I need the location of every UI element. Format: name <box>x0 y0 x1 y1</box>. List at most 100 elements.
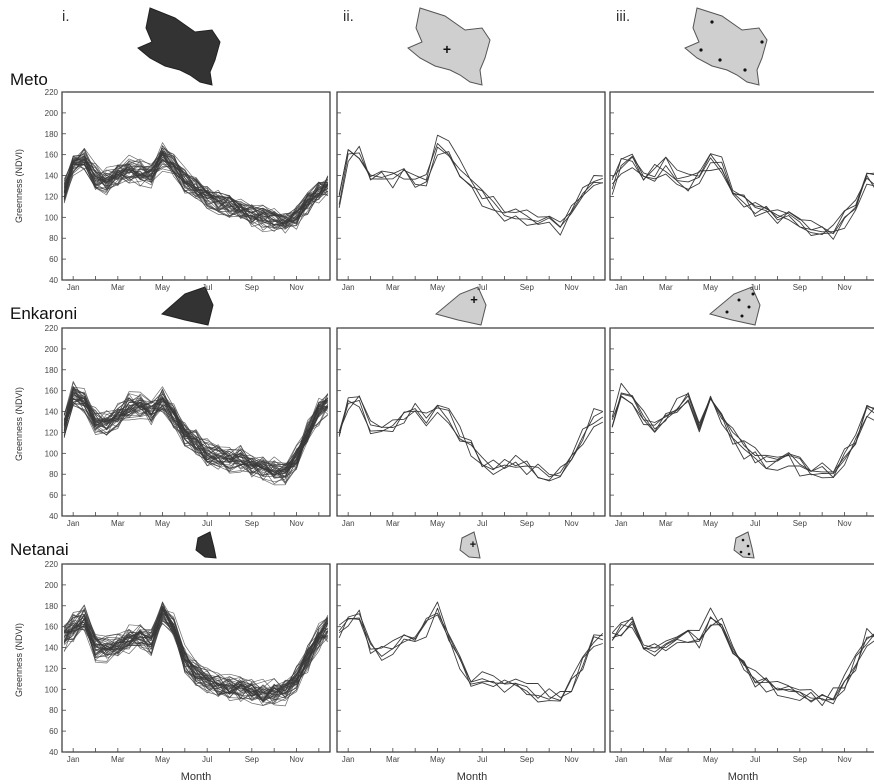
series-line-meto-i-17 <box>63 151 329 222</box>
series-line-netanai-i-40 <box>63 613 329 702</box>
site-label-netanai: Netanai <box>10 540 69 559</box>
sample-point <box>699 48 703 52</box>
panel-frame <box>336 563 606 753</box>
x-tick-label: May <box>155 519 170 528</box>
x-tick-label: Mar <box>659 283 673 292</box>
x-axis-title-i: Month <box>181 771 212 783</box>
site-label-enkaroni: Enkaroni <box>10 304 77 323</box>
x-tick-label: Sep <box>245 755 260 764</box>
x-axis-title-iii: Month <box>728 771 759 783</box>
enkaroni-shape-ii: + <box>434 286 487 326</box>
sample-point <box>760 40 764 44</box>
enkaroni-shape-iii <box>708 286 761 326</box>
x-tick-label: Jul <box>477 519 487 528</box>
y-tick-label: 80 <box>49 706 58 715</box>
panel-netanai-ii: Jan Mar May Jul Sep Nov <box>336 563 606 764</box>
x-tick-label: Jan <box>342 755 355 764</box>
series-line-netanai-i-36 <box>63 607 329 697</box>
panel-meto-iii: Jan Mar May Jul Sep Nov <box>609 91 874 292</box>
series-line-enkaroni-i-9 <box>63 397 328 478</box>
series-line-meto-i-31 <box>63 150 329 228</box>
series-line-meto-ii-1 <box>338 145 603 236</box>
series-line-enkaroni-i-2 <box>63 385 328 471</box>
y-tick-label: 140 <box>45 172 59 181</box>
netanai-shape-iii <box>733 531 755 559</box>
x-tick-label: Nov <box>289 519 303 528</box>
y-tick-label: 180 <box>45 366 59 375</box>
site-label-meto: Meto <box>10 70 48 89</box>
panel-meto-ii: Jan Mar May Jul Sep Nov <box>336 91 606 292</box>
netanai-sample-marker: + <box>470 539 476 551</box>
y-axis-title-netanai: Greenness (NDVI) <box>14 623 24 697</box>
series-line-enkaroni-i-40 <box>63 387 328 475</box>
x-axis-title-ii: Month <box>457 771 488 783</box>
x-tick-label: Mar <box>386 755 400 764</box>
series-line-meto-i-36 <box>63 147 329 225</box>
x-tick-label: Jan <box>342 283 355 292</box>
x-tick-label: Jan <box>67 519 80 528</box>
series-line-enkaroni-iii-5 <box>611 395 874 479</box>
x-tick-label: May <box>155 283 170 292</box>
column-label-iii: iii. <box>616 8 630 25</box>
x-tick-label: May <box>430 755 445 764</box>
x-tick-label: Nov <box>564 755 578 764</box>
x-tick-label: Jan <box>615 519 628 528</box>
y-tick-label: 220 <box>45 560 59 569</box>
x-tick-label: May <box>703 283 718 292</box>
x-tick-label: Jan <box>67 283 80 292</box>
x-tick-label: Mar <box>111 755 125 764</box>
series-group <box>611 607 874 707</box>
series-line-enkaroni-i-30 <box>63 388 329 484</box>
panel-frame <box>336 327 606 517</box>
series-line-meto-i-37 <box>63 147 329 218</box>
x-tick-label: May <box>430 519 445 528</box>
series-line-enkaroni-ii-2 <box>338 400 604 478</box>
x-tick-label: Mar <box>111 519 125 528</box>
sample-point <box>747 305 751 309</box>
panel-frame <box>61 563 331 753</box>
sample-point <box>743 68 747 72</box>
x-tick-label: Jul <box>750 283 760 292</box>
sample-point <box>751 292 755 296</box>
x-tick-label: Nov <box>837 283 851 292</box>
series-line-enkaroni-i-29 <box>63 390 329 485</box>
x-tick-label: Sep <box>793 519 808 528</box>
netanai-shape-ii: + <box>459 531 481 559</box>
x-tick-label: Mar <box>111 283 125 292</box>
y-tick-label: 140 <box>45 644 59 653</box>
series-line-enkaroni-i-36 <box>63 398 328 476</box>
x-tick-label: May <box>703 755 718 764</box>
panel-meto-i: 40 60 80 100 120 140 160 180 200 220 Jan Mar May Jul S… <box>45 88 331 292</box>
series-line-netanai-iii-2 <box>611 607 874 702</box>
x-tick-label: Jul <box>477 283 487 292</box>
series-line-meto-ii-2 <box>338 134 603 228</box>
series-line-enkaroni-iii-1 <box>611 393 874 478</box>
series-line-meto-i-27 <box>63 145 329 216</box>
x-tick-label: Sep <box>793 755 808 764</box>
sample-point <box>710 20 714 24</box>
sample-point <box>747 552 751 556</box>
series-line-meto-i-40 <box>63 158 328 232</box>
series-group <box>63 380 329 486</box>
series-line-netanai-i-39 <box>63 602 328 695</box>
series-group <box>611 382 874 479</box>
chart-panels: 40 60 80 100 120 140 160 180 200 220 Jan Mar May Jul S… <box>45 88 874 764</box>
series-group <box>338 601 604 703</box>
y-axis-title-meto: Greenness (NDVI) <box>14 149 24 223</box>
sample-point <box>739 550 743 554</box>
y-tick-label: 60 <box>49 255 58 264</box>
x-tick-label: Nov <box>564 519 578 528</box>
series-line-meto-i-23 <box>63 158 329 221</box>
x-tick-label: Mar <box>386 519 400 528</box>
y-tick-label: 40 <box>49 748 58 757</box>
x-tick-label: Jul <box>202 519 212 528</box>
series-line-netanai-ii-4 <box>338 614 603 699</box>
x-tick-label: Sep <box>520 755 535 764</box>
series-line-enkaroni-i-20 <box>63 398 328 470</box>
series-line-netanai-i-32 <box>63 623 329 706</box>
series-line-meto-iii-4 <box>611 153 874 235</box>
series-line-meto-iii-5 <box>611 165 874 233</box>
series-line-enkaroni-i-25 <box>63 397 329 483</box>
series-line-netanai-ii-1 <box>338 607 603 703</box>
series-line-enkaroni-ii-3 <box>338 396 604 477</box>
